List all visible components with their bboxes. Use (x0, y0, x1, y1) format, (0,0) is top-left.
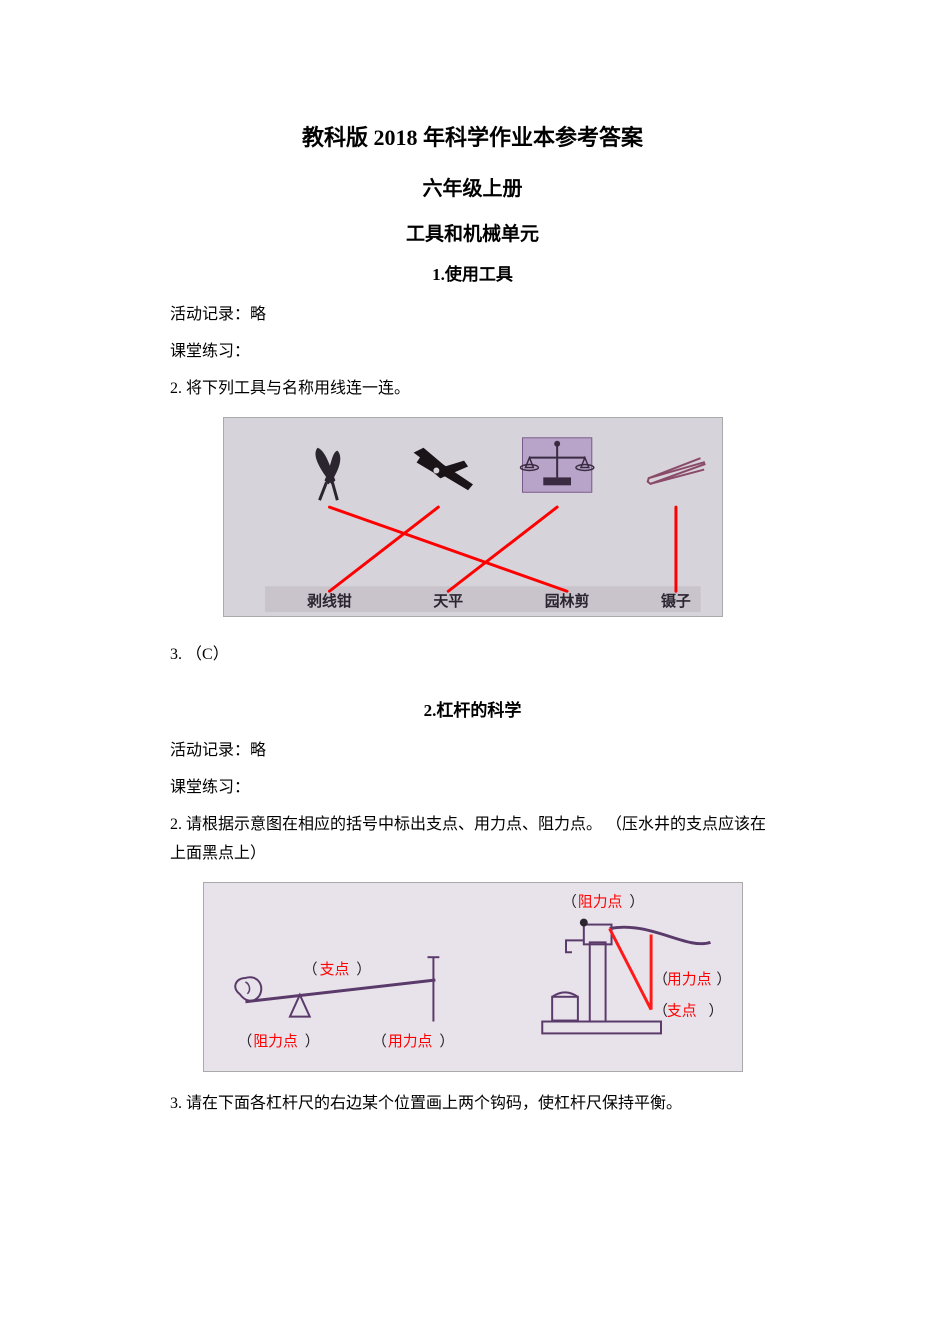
right-bracket-bot: （ (653, 1003, 668, 1020)
left-zuli: 阻力点 (253, 1034, 298, 1051)
right-bracket-bot2: ） (708, 1003, 723, 1020)
lesson1-q3: 3. （C） (170, 641, 775, 670)
left-bracket-top2: ） (356, 961, 371, 978)
unit-title: 工具和机械单元 (170, 219, 775, 246)
figure1-label-1: 剥线钳 (307, 592, 352, 610)
lesson2-title: 2.杠杆的科学 (170, 696, 775, 721)
figure1-label-2: 天平 (433, 593, 463, 610)
lesson1-practice-label: 课堂练习： (170, 338, 775, 367)
lesson2-q2: 2. 请根据示意图在相应的括号中标出支点、用力点、阻力点。 （压水井的支点应该在… (170, 811, 775, 869)
left-bracket-bl: （ (237, 1034, 252, 1051)
figure2-levers: （ 支点 ） （ 阻力点 ） （ 用力点 ） （ 阻力点 ） （ 用力点 ） (203, 882, 743, 1072)
lesson2-practice-label: 课堂练习： (170, 774, 775, 803)
grade-title: 六年级上册 (170, 172, 775, 201)
lesson2-activity: 活动记录：略 (170, 737, 775, 766)
lesson1-activity: 活动记录：略 (170, 301, 775, 330)
left-bracket-br: （ (372, 1034, 387, 1051)
figure1-label-3: 园林剪 (544, 592, 589, 610)
figure1-label-4: 镊子 (660, 592, 691, 610)
right-bracket-top: （ (562, 894, 577, 911)
tool-icon-balance (520, 438, 593, 492)
left-bracket-br2: ） (439, 1034, 454, 1051)
figure1-matching: 剥线钳 天平 园林剪 镊子 (223, 417, 723, 617)
lesson1-title: 1.使用工具 (170, 260, 775, 285)
page-title: 教科版 2018 年科学作业本参考答案 (170, 120, 775, 152)
left-bracket-top: （ (302, 961, 317, 978)
left-yongli: 用力点 (387, 1034, 432, 1051)
q3-answer: C (202, 646, 213, 663)
q3-prefix: 3. （ (170, 646, 202, 663)
right-yongli: 用力点 (666, 971, 711, 988)
right-bracket-mid: （ (653, 971, 668, 988)
right-zhidian: 支点 (666, 1003, 696, 1020)
lesson2-q3: 3. 请在下面各杠杆尺的右边某个位置画上两个钩码，使杠杆尺保持平衡。 (170, 1090, 775, 1119)
lesson1-q2: 2. 将下列工具与名称用线连一连。 (170, 375, 775, 404)
right-zuli: 阻力点 (577, 894, 622, 911)
left-zhidian: 支点 (319, 961, 349, 978)
q3-suffix: ） (213, 646, 229, 663)
right-bracket-top2: ） (629, 894, 644, 911)
left-bracket-bl2: ） (304, 1034, 319, 1051)
right-bracket-mid2: ） (716, 971, 731, 988)
